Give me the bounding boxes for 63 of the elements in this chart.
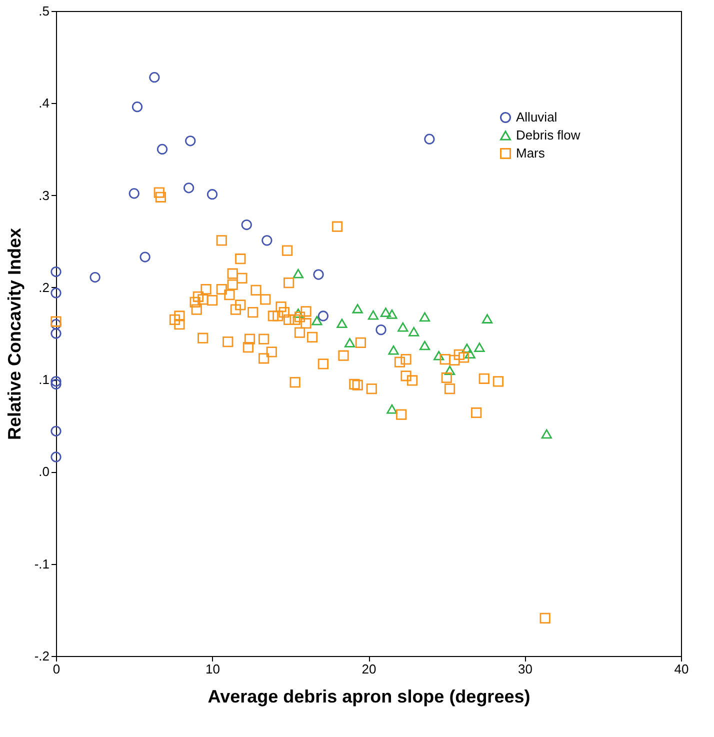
point [292, 268, 304, 278]
point [50, 426, 62, 436]
point [541, 429, 552, 439]
point [336, 318, 348, 328]
x-tick-label: 0 [52, 662, 60, 676]
point [344, 338, 356, 348]
point [386, 309, 398, 319]
legend-label: Alluvial [516, 110, 558, 124]
point [50, 328, 62, 339]
point [50, 378, 62, 390]
point [386, 404, 398, 414]
point [149, 72, 160, 83]
point [482, 314, 493, 324]
point [376, 324, 386, 336]
point [462, 344, 472, 353]
point [312, 316, 322, 326]
x-tick-label: 10 [206, 662, 220, 676]
point [140, 252, 150, 262]
point [90, 272, 100, 283]
point [434, 350, 444, 360]
y-tick-label: .1 [38, 372, 50, 388]
point [408, 326, 420, 336]
point [50, 288, 62, 298]
y-axis-title: Relative Concavity Index [4, 228, 24, 440]
point [206, 189, 218, 200]
x-tick-label: 30 [518, 662, 532, 676]
point [184, 182, 194, 194]
point [50, 266, 62, 278]
x-tick-label: 20 [362, 662, 376, 676]
point [424, 134, 435, 144]
x-tick-label: 40 [674, 662, 689, 676]
point [50, 452, 62, 462]
point [368, 310, 378, 320]
x-axis-title: Average debris apron slope (degrees) [208, 686, 530, 706]
point [128, 188, 140, 199]
point [474, 342, 485, 352]
point [50, 376, 62, 387]
point [388, 345, 399, 355]
legend-label: Mars [516, 146, 546, 160]
y-tick-label: -.2 [34, 648, 50, 664]
point [132, 102, 143, 112]
point [292, 308, 304, 318]
y-tick-label: .4 [38, 96, 50, 111]
y-tick-label: .5 [38, 4, 50, 18]
point [313, 269, 324, 280]
legend-label: Debris flow [516, 128, 581, 142]
point [419, 340, 430, 350]
point [156, 144, 168, 155]
point [50, 318, 62, 330]
point [398, 322, 408, 332]
point [318, 310, 328, 322]
point [464, 349, 476, 358]
point [444, 366, 456, 376]
y-tick-label: .3 [38, 188, 50, 203]
point [262, 235, 272, 246]
point [241, 219, 252, 230]
y-tick-label: .0 [38, 464, 50, 480]
point [380, 308, 391, 317]
y-tick-label: .2 [38, 280, 50, 295]
y-tick-label: -.1 [34, 556, 50, 572]
point [352, 304, 363, 314]
point [185, 136, 196, 146]
point [419, 312, 430, 322]
